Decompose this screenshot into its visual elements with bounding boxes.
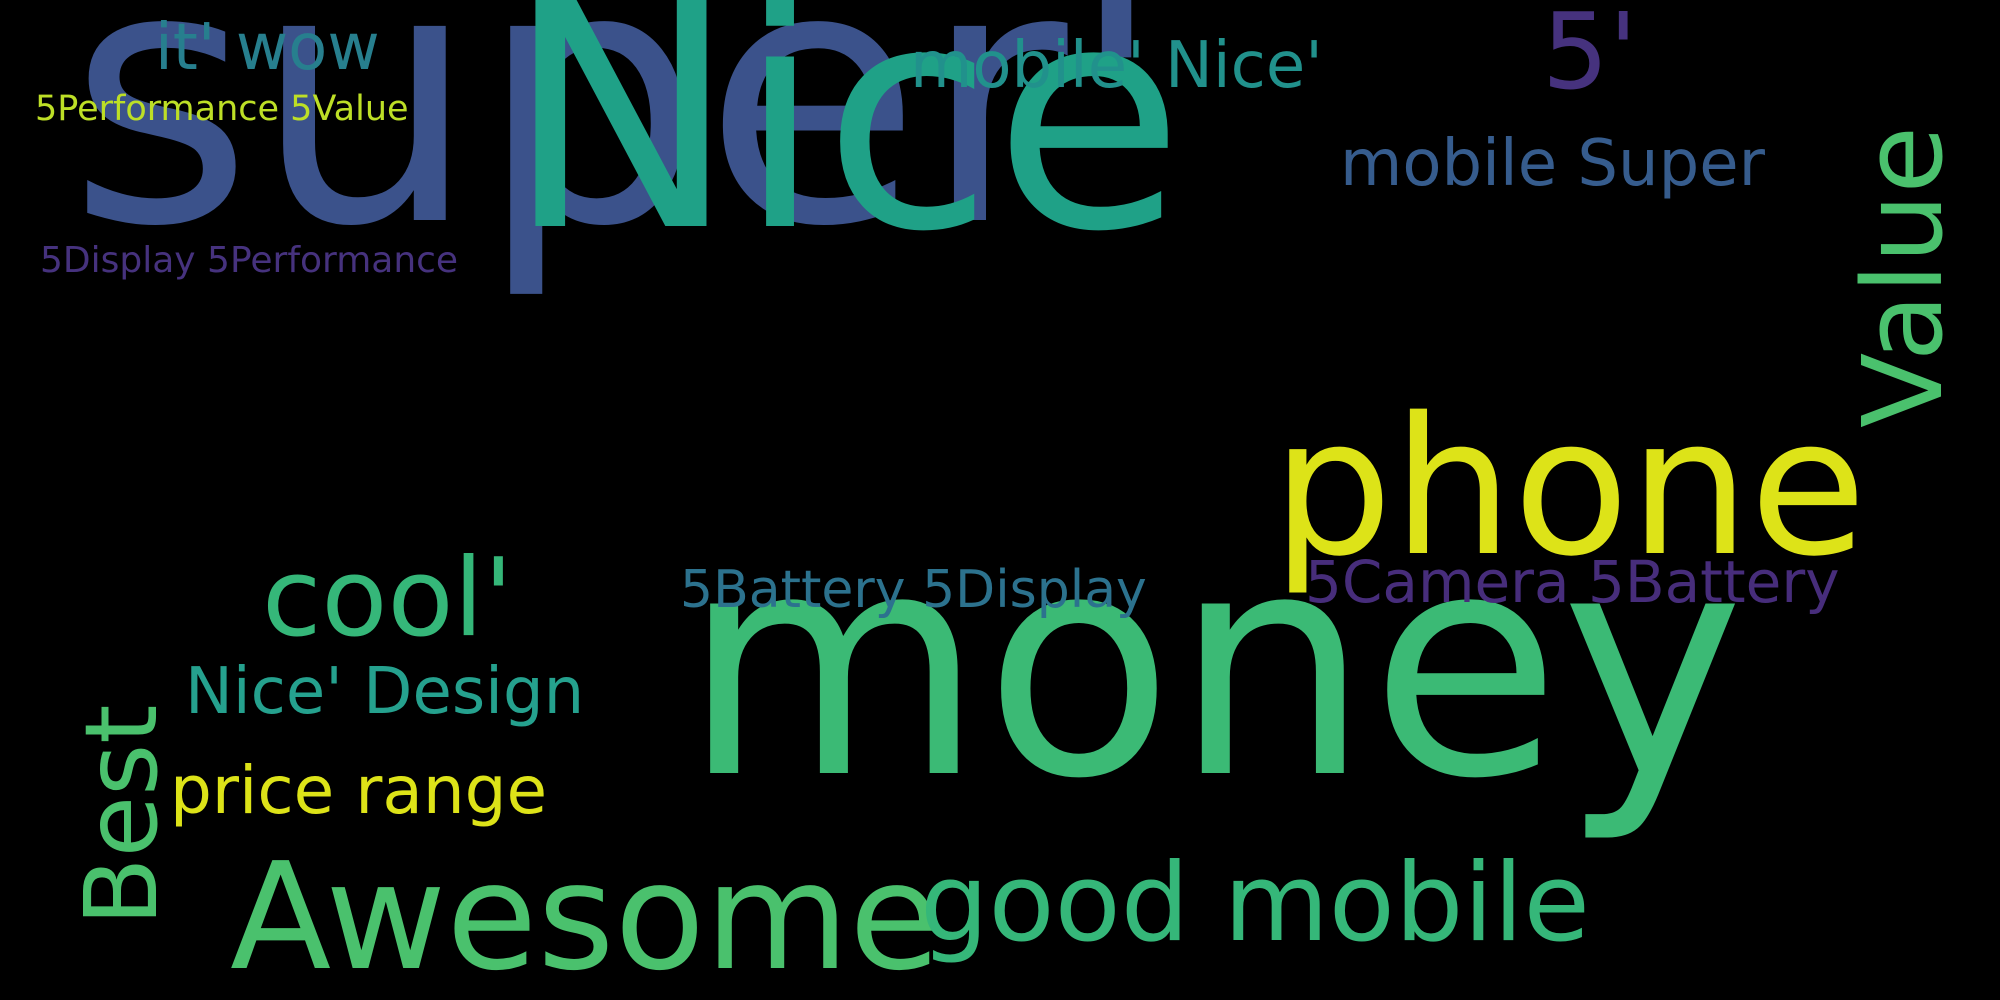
- word-mobile-nice: mobile' Nice': [910, 29, 1323, 103]
- word-money: money: [682, 486, 1745, 847]
- word-nice: Nice: [505, 0, 1185, 300]
- word-best: Best: [63, 704, 180, 926]
- word-good-mobile: good mobile: [920, 841, 1590, 966]
- word-5display-5performance: 5Display 5Performance: [40, 240, 459, 281]
- word-price-range: price range: [170, 752, 548, 829]
- word-it-wow: it' wow: [155, 11, 380, 85]
- word-phone: phone: [1272, 377, 1867, 598]
- word-mobile-super: mobile Super: [1340, 127, 1765, 201]
- word-5camera-5battery: 5Camera 5Battery: [1305, 548, 1840, 616]
- word-five-apostrophe: 5': [1542, 0, 1638, 113]
- word-5performance-5value: 5Performance 5Value: [35, 89, 409, 129]
- word-super: super': [68, 0, 1166, 304]
- word-nice-design: Nice' Design: [185, 655, 585, 729]
- word-awesome: Awesome: [230, 831, 941, 1000]
- word-5battery-5display: 5Battery 5Display: [680, 560, 1147, 620]
- word-cool: cool': [262, 536, 514, 661]
- word-value: Value: [1839, 125, 1967, 428]
